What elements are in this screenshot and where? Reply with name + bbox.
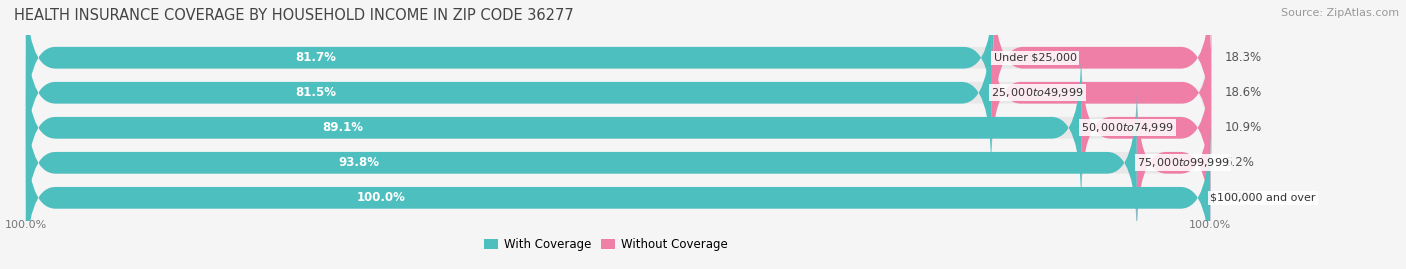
FancyBboxPatch shape — [1137, 86, 1211, 239]
FancyBboxPatch shape — [25, 0, 994, 134]
FancyBboxPatch shape — [25, 121, 1211, 269]
FancyBboxPatch shape — [25, 0, 1211, 134]
Text: $75,000 to $99,999: $75,000 to $99,999 — [1137, 156, 1229, 169]
FancyBboxPatch shape — [25, 16, 1211, 169]
Text: 100.0%: 100.0% — [4, 220, 46, 230]
Text: 100.0%: 100.0% — [1189, 220, 1232, 230]
Text: 18.3%: 18.3% — [1225, 51, 1261, 64]
Text: Under $25,000: Under $25,000 — [994, 53, 1077, 63]
Text: 18.6%: 18.6% — [1225, 86, 1261, 99]
Text: HEALTH INSURANCE COVERAGE BY HOUSEHOLD INCOME IN ZIP CODE 36277: HEALTH INSURANCE COVERAGE BY HOUSEHOLD I… — [14, 8, 574, 23]
Text: 89.1%: 89.1% — [322, 121, 363, 134]
Legend: With Coverage, Without Coverage: With Coverage, Without Coverage — [479, 233, 733, 256]
Text: 6.2%: 6.2% — [1225, 156, 1254, 169]
Text: 100.0%: 100.0% — [357, 191, 406, 204]
FancyBboxPatch shape — [25, 51, 1211, 204]
Text: 0.0%: 0.0% — [1225, 191, 1254, 204]
Text: $100,000 and over: $100,000 and over — [1211, 193, 1316, 203]
Text: 93.8%: 93.8% — [339, 156, 380, 169]
FancyBboxPatch shape — [25, 121, 1211, 269]
FancyBboxPatch shape — [25, 86, 1211, 239]
FancyBboxPatch shape — [994, 0, 1211, 134]
FancyBboxPatch shape — [25, 51, 1081, 204]
FancyBboxPatch shape — [991, 16, 1212, 169]
Text: Source: ZipAtlas.com: Source: ZipAtlas.com — [1281, 8, 1399, 18]
FancyBboxPatch shape — [25, 16, 991, 169]
Text: 10.9%: 10.9% — [1225, 121, 1261, 134]
Text: 81.5%: 81.5% — [295, 86, 336, 99]
FancyBboxPatch shape — [1081, 51, 1211, 204]
Text: $25,000 to $49,999: $25,000 to $49,999 — [991, 86, 1084, 99]
Text: $50,000 to $74,999: $50,000 to $74,999 — [1081, 121, 1174, 134]
FancyBboxPatch shape — [25, 86, 1137, 239]
Text: 81.7%: 81.7% — [295, 51, 336, 64]
